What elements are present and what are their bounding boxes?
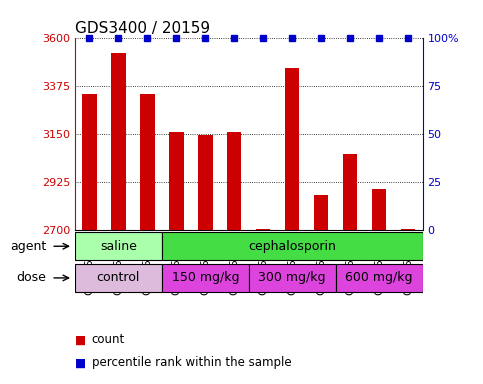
Text: 150 mg/kg: 150 mg/kg <box>171 271 239 285</box>
Text: control: control <box>97 271 140 285</box>
Text: 300 mg/kg: 300 mg/kg <box>258 271 326 285</box>
Text: 600 mg/kg: 600 mg/kg <box>345 271 413 285</box>
Bar <box>372 189 386 230</box>
Text: ■: ■ <box>75 333 86 346</box>
Text: cephalosporin: cephalosporin <box>248 240 336 253</box>
Text: dose: dose <box>16 271 46 285</box>
Bar <box>162 264 249 292</box>
Bar <box>336 264 423 292</box>
Bar <box>82 94 97 230</box>
Bar <box>256 229 270 230</box>
Bar <box>198 136 213 230</box>
Bar <box>75 264 162 292</box>
Text: ■: ■ <box>75 356 86 369</box>
Text: percentile rank within the sample: percentile rank within the sample <box>92 356 291 369</box>
Bar <box>285 68 299 230</box>
Bar <box>111 53 126 230</box>
Text: count: count <box>92 333 125 346</box>
Bar <box>227 132 242 230</box>
Bar <box>75 232 162 260</box>
Bar <box>162 232 423 260</box>
Bar <box>169 132 184 230</box>
Bar <box>343 154 357 230</box>
Bar <box>249 264 336 292</box>
Text: agent: agent <box>10 240 46 253</box>
Bar <box>314 195 328 230</box>
Bar <box>401 229 415 230</box>
Text: GDS3400 / 20159: GDS3400 / 20159 <box>75 21 210 36</box>
Bar <box>140 94 155 230</box>
Text: saline: saline <box>100 240 137 253</box>
